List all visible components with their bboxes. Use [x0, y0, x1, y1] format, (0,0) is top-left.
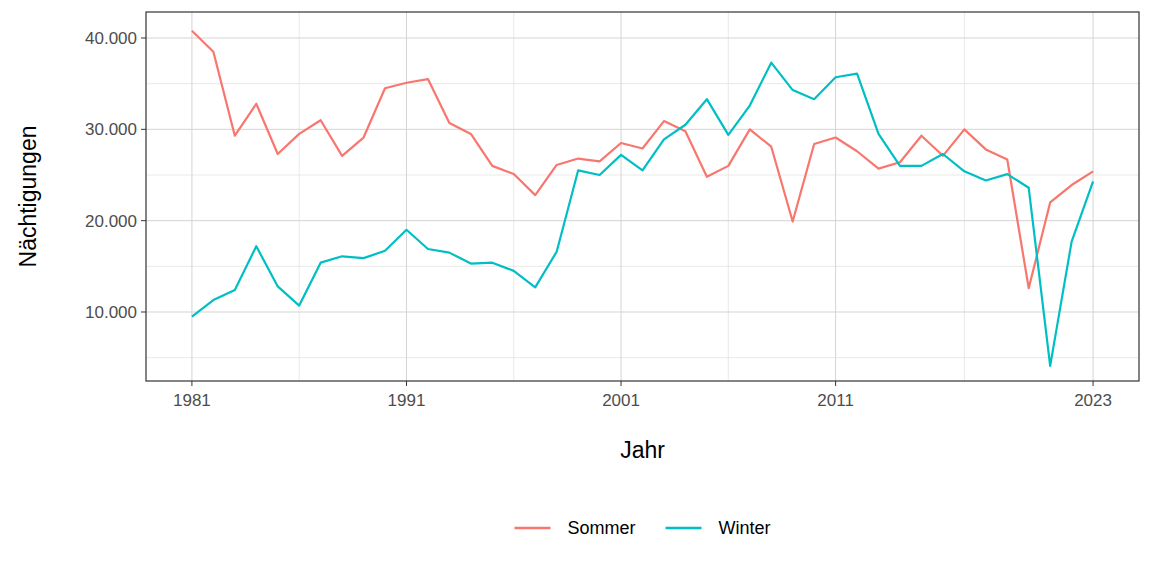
legend: Sommer Winter — [514, 518, 770, 538]
minor-grid-line — [728, 12, 729, 381]
y-tick — [141, 38, 146, 39]
minor-grid-line — [146, 357, 1139, 358]
y-tick — [141, 220, 146, 221]
legend-label: Winter — [719, 518, 771, 538]
y-axis-title: Nächtigungen — [15, 126, 41, 268]
x-tick-label: 2011 — [817, 391, 854, 410]
grid-line — [406, 12, 407, 381]
background — [0, 0, 1152, 576]
y-tick — [141, 129, 146, 130]
y-tick-label: 30.000 — [85, 120, 137, 139]
series-line — [192, 63, 1093, 366]
y-tick-label: 10.000 — [85, 303, 137, 322]
legend-item: Winter — [666, 518, 771, 538]
chart: 10.000 20.000 30.000 40.000 1981 1991 2001 2011… — [0, 0, 1152, 576]
grid-line — [191, 12, 192, 381]
x-tick-label: 1981 — [173, 391, 211, 410]
x-tick-label: 2001 — [602, 391, 640, 410]
minor-grid-line — [146, 83, 1139, 84]
minor-grid-line — [964, 12, 965, 381]
series-lines — [192, 31, 1093, 366]
grid-line — [146, 311, 1139, 312]
minor-grid-line — [513, 12, 514, 381]
x-axis-title: Jahr — [620, 437, 665, 463]
x-tick — [835, 381, 836, 386]
y-tick-label: 40.000 — [85, 29, 137, 48]
grid-line — [146, 129, 1139, 130]
grid-line — [1093, 12, 1094, 381]
x-tick — [191, 381, 192, 386]
legend-swatch — [666, 527, 702, 530]
x-tick — [1093, 381, 1094, 386]
grid-line — [835, 12, 836, 381]
y-tick-label: 20.000 — [85, 212, 137, 231]
x-tick — [621, 381, 622, 386]
grid-line — [146, 38, 1139, 39]
x-tick-label: 1991 — [388, 391, 426, 410]
grid-line — [146, 220, 1139, 221]
series-line — [192, 31, 1093, 289]
plot-frame — [146, 12, 1139, 381]
minor-grid-line — [146, 266, 1139, 267]
legend-label: Sommer — [567, 518, 635, 538]
minor-grid-line — [299, 12, 300, 381]
y-tick — [141, 311, 146, 312]
legend-item: Sommer — [514, 518, 635, 538]
x-tick — [406, 381, 407, 386]
grid — [146, 12, 1139, 381]
axes: 10.000 20.000 30.000 40.000 1981 1991 2001 2011… — [85, 29, 1112, 410]
x-tick-label: 2023 — [1074, 391, 1112, 410]
grid-line — [621, 12, 622, 381]
minor-grid-line — [146, 174, 1139, 175]
legend-swatch — [514, 527, 550, 530]
